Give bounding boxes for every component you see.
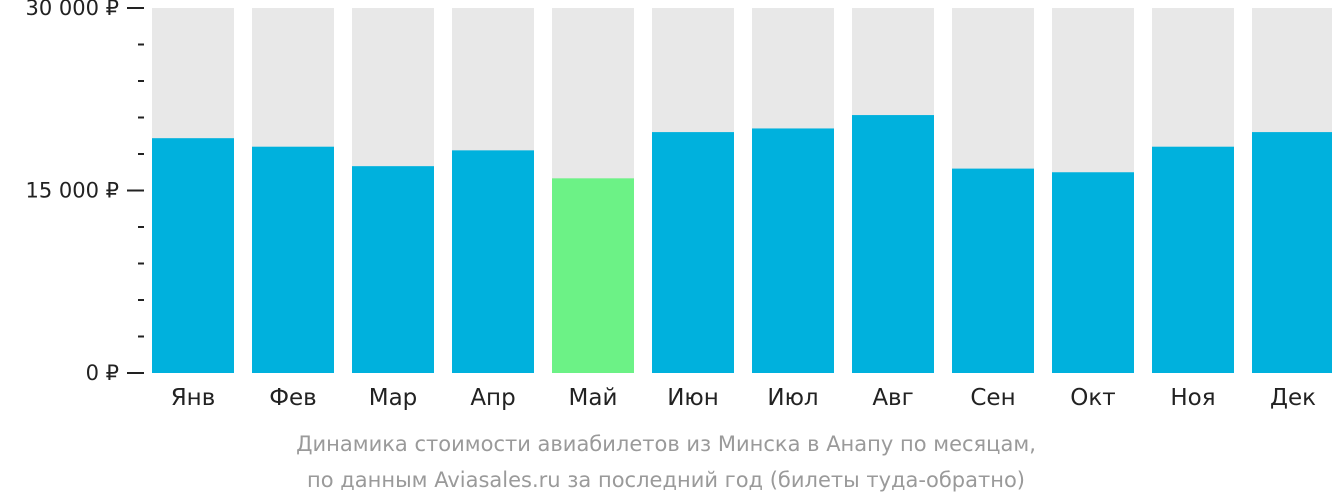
y-tick-label: 15 000 ₽ xyxy=(25,179,119,203)
y-tick-label: 0 ₽ xyxy=(86,361,119,385)
y-axis: 30 000 ₽ 15 000 ₽ 0 ₽ xyxy=(25,0,144,385)
bar xyxy=(752,128,834,373)
bar xyxy=(1052,172,1134,373)
x-tick-label: Ноя xyxy=(1170,385,1215,411)
x-tick-label: Июн xyxy=(667,385,719,411)
price-bar-chart: 30 000 ₽ 15 000 ₽ 0 ₽ Янв Фев Мар Апр Май Июн Ию… xyxy=(25,0,1332,411)
x-tick-label: Дек xyxy=(1270,385,1316,411)
bar xyxy=(1252,132,1332,373)
x-tick-label: Авг xyxy=(872,385,913,411)
chart-caption-line-2: по данным Aviasales.ru за последний год … xyxy=(307,468,1025,492)
y-tick-label: 30 000 ₽ xyxy=(25,0,119,20)
x-tick-label: Мар xyxy=(369,385,418,411)
x-tick-label: Фев xyxy=(269,385,317,411)
bar xyxy=(352,166,434,373)
x-tick-label: Янв xyxy=(171,385,216,411)
bar xyxy=(652,132,734,373)
bar xyxy=(252,146,334,373)
x-tick-label: Апр xyxy=(470,385,515,411)
bars xyxy=(152,8,1332,374)
bar xyxy=(952,168,1034,373)
x-axis: Янв Фев Мар Апр Май Июн Июл Авг Сен Окт Ноя Дек xyxy=(171,385,1316,411)
bar xyxy=(152,138,234,373)
x-tick-label: Май xyxy=(569,385,618,411)
x-tick-label: Июл xyxy=(767,385,818,411)
bar xyxy=(452,150,534,373)
bar-highlighted xyxy=(552,178,634,373)
x-tick-label: Сен xyxy=(970,385,1015,411)
chart-caption-line-1: Динамика стоимости авиабилетов из Минска… xyxy=(296,432,1036,456)
bar xyxy=(852,115,934,374)
bar xyxy=(1152,146,1234,373)
x-tick-label: Окт xyxy=(1070,385,1115,411)
